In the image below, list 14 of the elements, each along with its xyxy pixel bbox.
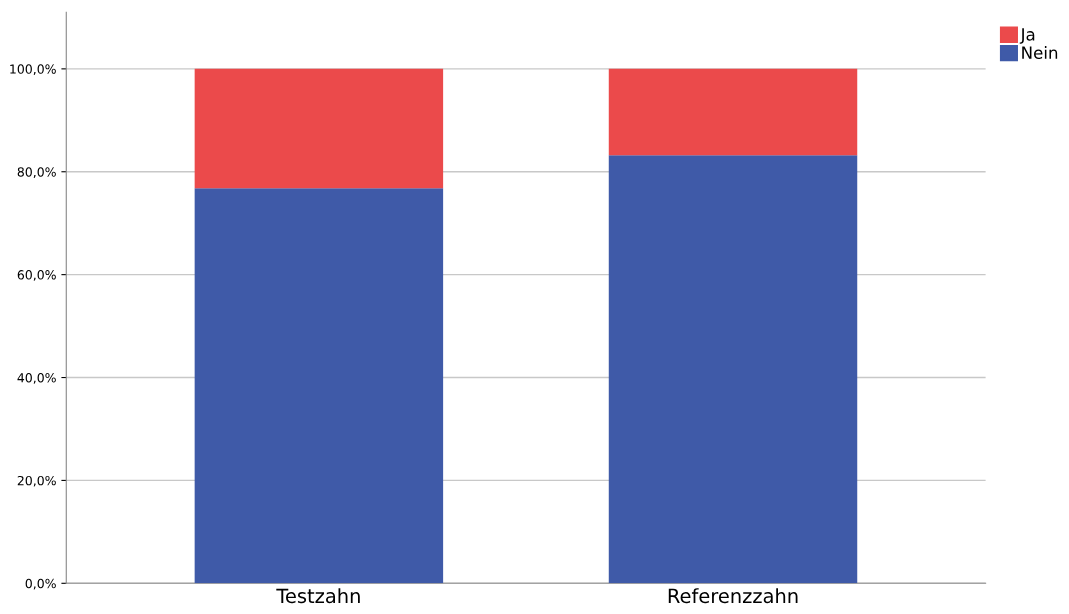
y-tick-label: 100,0% [10,64,56,76]
legend-label: Ja [1019,28,1035,44]
bar [194,68,444,189]
y-tick-label: 0,0% [25,578,56,590]
y-tick-label: 20,0% [17,475,56,487]
bar [194,188,444,584]
x-tick-label: Testzahn [276,588,360,604]
y-tick-label: 40,0% [17,373,56,384]
y-tick-label: 60,0% [17,270,56,281]
x-tick-label: Referenzzahn [668,588,798,604]
bar [608,155,858,584]
y-tick-label: 80,0% [17,167,56,178]
bar [608,68,858,156]
legend-label: Nein [1022,46,1058,59]
